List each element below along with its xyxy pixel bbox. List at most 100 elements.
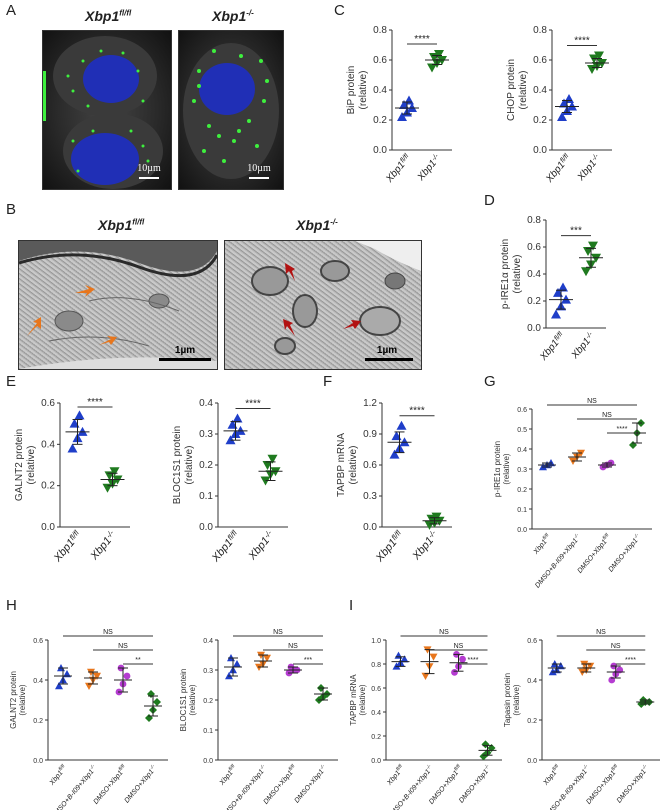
y-tick-label: 0.0 [373, 145, 387, 156]
data-point [123, 672, 131, 680]
x-tick-label-sup: -/- [104, 528, 116, 540]
panel-label-c: C [334, 2, 345, 19]
data-point [586, 662, 595, 670]
x-tick-label-sup: fl/fl [559, 153, 570, 165]
data-point [267, 454, 278, 464]
x-tick-label: Xbp1-/- [415, 152, 444, 183]
x-tick-label-sup: -/- [149, 763, 157, 771]
y-axis-label: BLOC1S1 protein [172, 426, 183, 504]
data-point [112, 475, 123, 485]
y-tick-label: 0.2 [373, 115, 387, 126]
scale-label-a-right: 10µm [247, 163, 271, 174]
y-axis-label: p-IRE1α protein [500, 239, 511, 309]
x-tick-label-base: DMSO+Xbp1 [458, 768, 490, 804]
x-tick-label-sup: -/- [633, 532, 641, 540]
chart-galnt2-protein-e: 0.0 0.2 0.4 0.6 GALNT2 protein (relative) Xbp1… [14, 397, 130, 565]
y-tick-label: 0.4 [33, 678, 43, 685]
chart-chop-protein: 0.0 0.2 0.4 0.6 0.8 CHOP protein (relative) Xbp… [506, 25, 612, 185]
significance-label: NS [596, 629, 606, 636]
x-tick-label: DMSO+Xbp1-/- [614, 763, 651, 804]
data-point [551, 309, 561, 319]
panel-label-h: H [6, 597, 17, 614]
x-tick-label-sup: fl/fl [602, 532, 611, 541]
y-tick-label: 0.2 [33, 718, 43, 725]
y-tick-label: 0.2 [371, 734, 381, 741]
y-tick-label: 0.6 [527, 242, 541, 253]
y-tick-label: 0.2 [527, 718, 537, 725]
y-tick-label: 0.0 [41, 522, 55, 533]
y-tick-label: 0.0 [33, 758, 43, 765]
y-tick-label: 0.0 [517, 527, 527, 534]
x-tick-label: Xbp1fl/fl [50, 528, 84, 565]
x-tick-label-base: DMSO+Xbp1 [608, 537, 640, 573]
data-point [389, 449, 400, 459]
x-tick-label: Xbp1-/- [575, 152, 604, 183]
significance-label: NS [587, 398, 597, 405]
x-tick-label-base: DMSO+Xbp1 [428, 769, 460, 805]
x-tick-label: Xbp1fl/fl [216, 763, 239, 788]
y-axis-label: TAPBP mRNA [349, 674, 358, 726]
data-point [153, 698, 161, 706]
panel-a-title-left: Xbp1fl/fl [85, 8, 132, 24]
y-axis-label: (relative) [358, 71, 369, 110]
chart-tapbp-mrna-i: 0.0 0.2 0.4 0.6 0.8 1.0 TAPBP mRNA (relative) Xb… [349, 629, 502, 810]
scale-label-a-left: 10µm [137, 163, 161, 174]
data-point [459, 655, 466, 663]
panel-label-b: B [6, 201, 17, 218]
x-tick-label-sup: fl/fl [58, 763, 67, 772]
y-tick-label: 0.2 [527, 296, 541, 307]
panel-label-i: I [349, 597, 354, 614]
chart-bloc1s1-protein-e: 0.0 0.1 0.2 0.3 0.4 BLOC1S1 protein (relative)… [172, 398, 288, 565]
scale-bar-b-right [365, 358, 413, 361]
x-tick-label-sup: fl/fl [228, 763, 237, 772]
y-axis-label: (relative) [518, 71, 529, 110]
x-tick-label-sup: fl/fl [118, 763, 127, 772]
data-point [421, 672, 430, 680]
y-tick-label: 0.6 [371, 686, 381, 693]
y-tick-label: 0.1 [203, 728, 213, 735]
chart-tapasin-protein: 0.0 0.2 0.4 0.6 Tapasin protein (relative) Xbp… [503, 629, 660, 810]
x-tick-label-base: DMSO+Xbp1 [616, 768, 648, 804]
panel-b-title-left: Xbp1fl/fl [98, 217, 145, 233]
significance-label: NS [118, 643, 128, 650]
y-tick-label: 0.4 [517, 447, 527, 454]
y-axis-label: (relative) [512, 684, 521, 715]
y-axis-label: (relative) [348, 446, 359, 485]
y-axis-label: TAPBP mRNA [336, 433, 347, 497]
significance-label: **** [468, 657, 479, 664]
data-point [109, 467, 120, 477]
x-tick-label: Xbp1fl/fl [383, 153, 413, 186]
data-point [270, 467, 281, 477]
panel-label-g: G [484, 373, 496, 390]
y-tick-label: 0.0 [527, 758, 537, 765]
significance-label: NS [439, 629, 449, 636]
y-tick-label: 0.2 [199, 460, 213, 471]
x-tick-label-base: DMSO+Xbp1 [294, 768, 326, 804]
y-tick-label: 0.2 [517, 487, 527, 494]
panel-label-a: A [6, 2, 17, 19]
data-point [394, 651, 403, 659]
significance-label: *** [304, 657, 312, 664]
y-tick-label: 0.6 [41, 398, 55, 409]
x-tick-label-base: DMSO+Xbp1 [577, 538, 609, 574]
significance-label: **** [87, 397, 103, 408]
x-tick-label-sup: fl/fl [542, 532, 551, 541]
y-axis-label: (relative) [184, 446, 195, 485]
y-tick-label: 0.6 [517, 407, 527, 414]
x-tick-label: DMSO+Xbp1-/- [292, 763, 329, 804]
chart-p-ire1a-protein-g: 0.0 0.1 0.2 0.3 0.4 0.5 0.6 p-IRE1α protein (rel… [493, 398, 652, 590]
significance-label: NS [611, 643, 621, 650]
x-tick-label-sup: -/- [262, 528, 274, 540]
y-axis-label: (relative) [26, 446, 37, 485]
data-point [396, 420, 407, 430]
y-tick-label: 0.3 [203, 668, 213, 675]
data-point [145, 714, 153, 722]
fluorescence-cells-right [183, 43, 279, 179]
scale-label-b-left: 1µm [174, 345, 196, 356]
x-tick-label-sup: fl/fl [553, 331, 564, 343]
x-tick-label: Xbp1fl/fl [372, 528, 406, 565]
em-image-right: 1µm [224, 240, 422, 370]
y-tick-label: 0.2 [41, 481, 55, 492]
x-tick-label-sup: -/- [591, 152, 601, 162]
y-tick-label: 0.0 [363, 522, 377, 533]
